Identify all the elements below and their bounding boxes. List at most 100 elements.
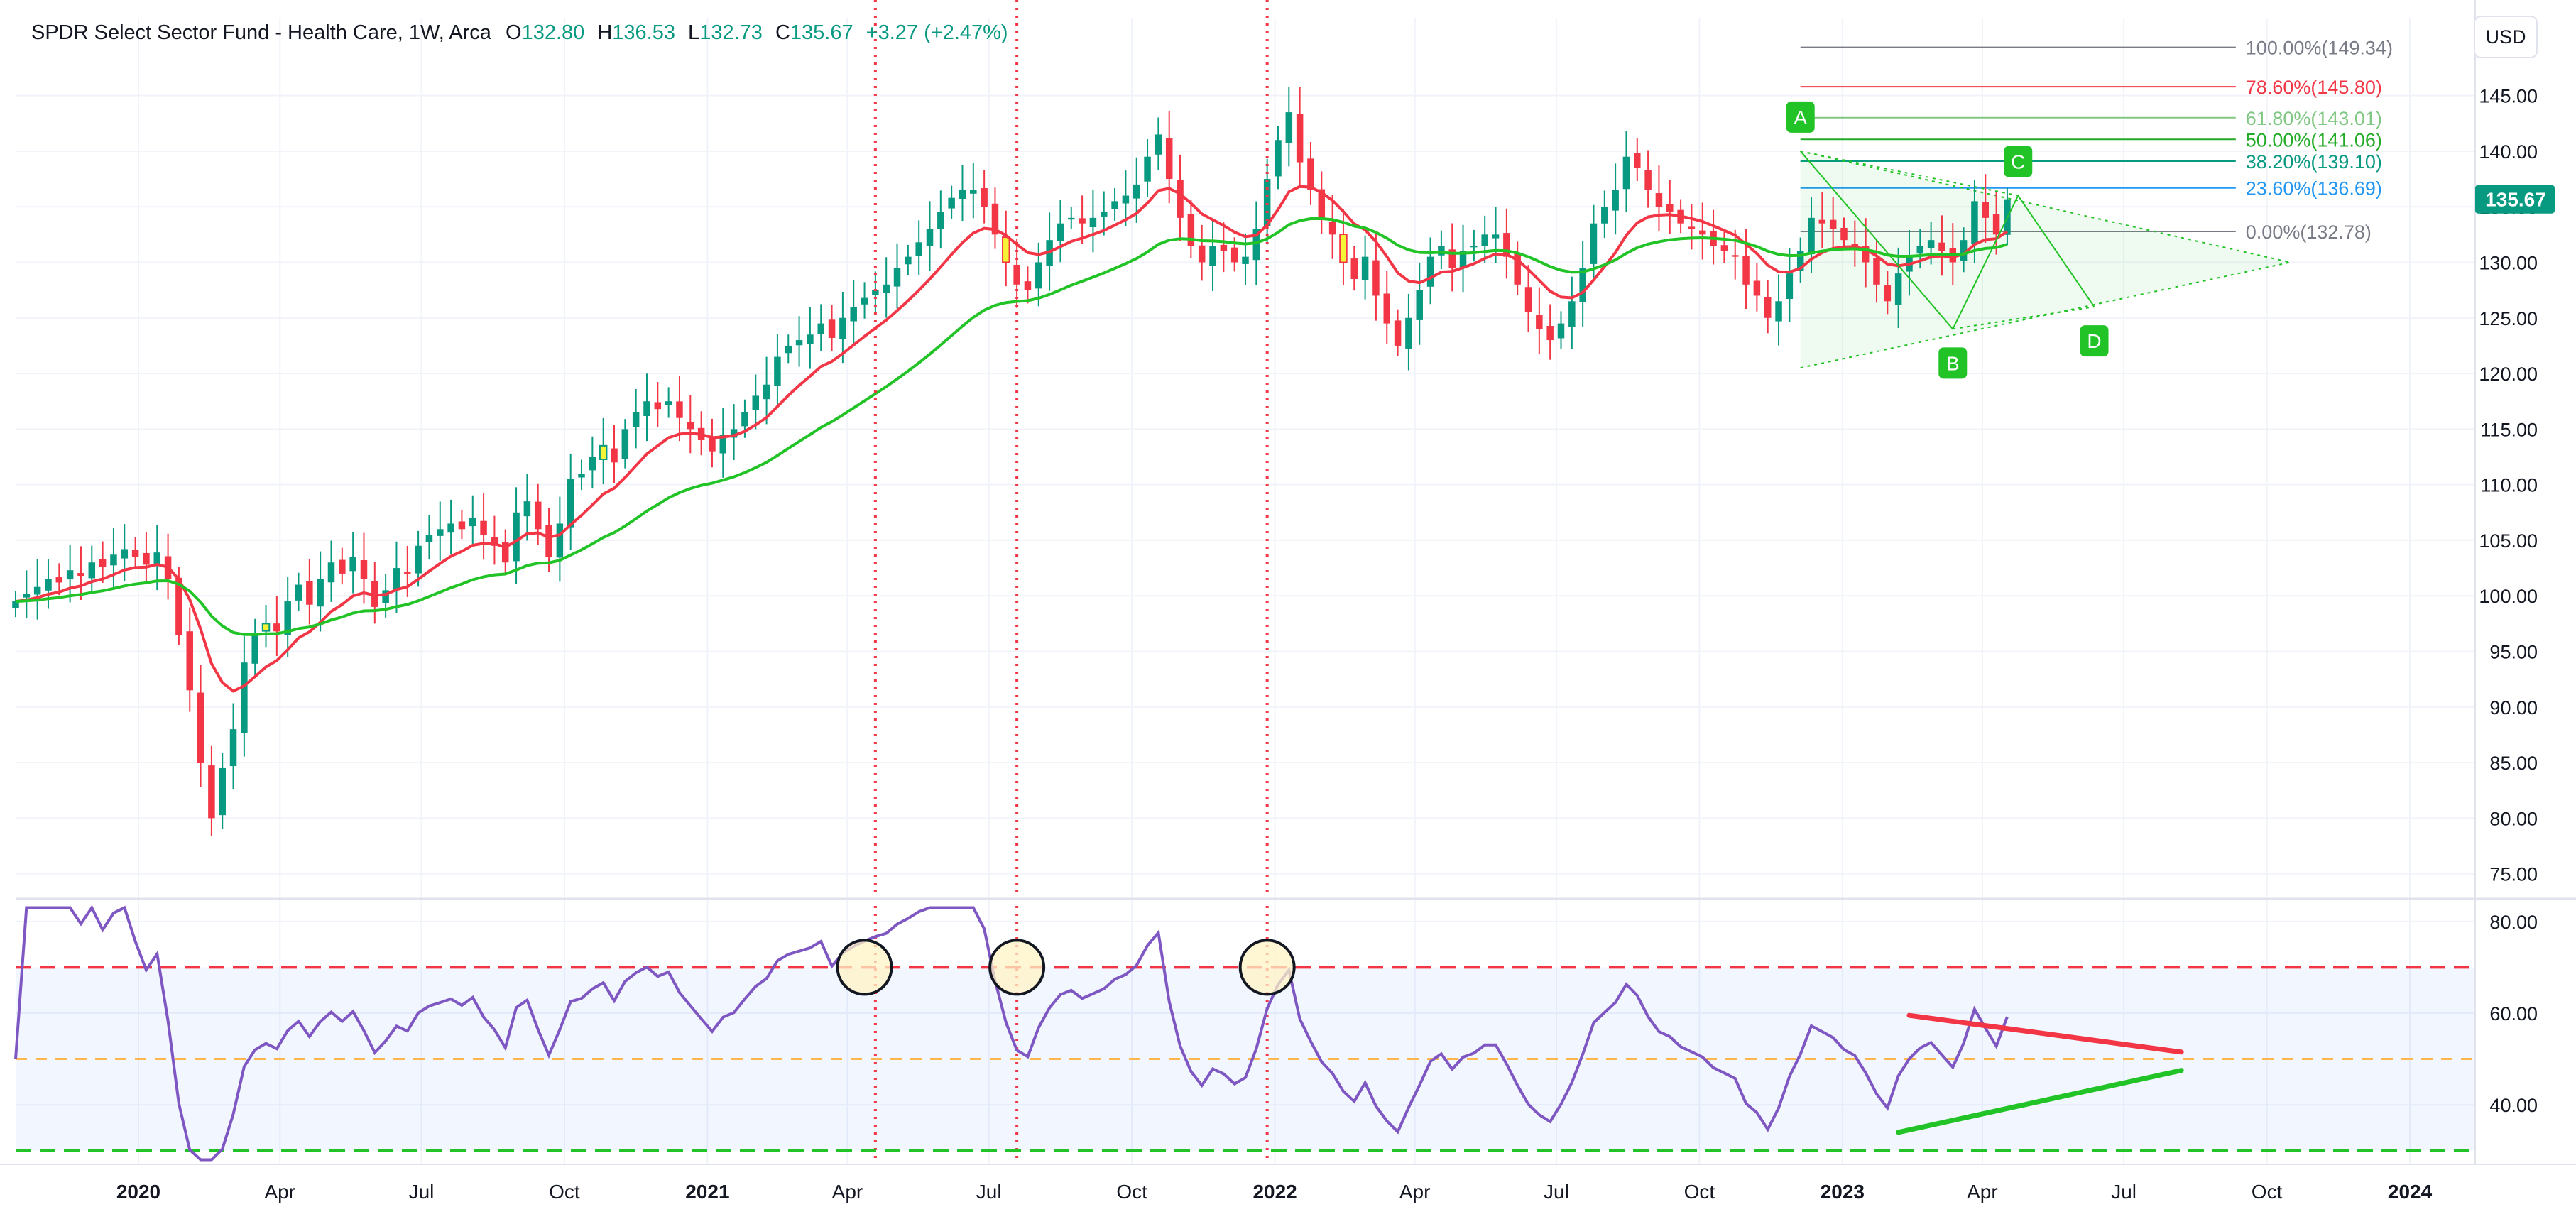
candle-body [817,323,824,334]
abcd-point-badge [2080,325,2109,357]
candle-body [1894,273,1902,305]
fibonacci-retracement[interactable]: 100.00%(149.34) 78.60%(145.80) 61.80%(143.… [1800,38,2393,243]
candle-body [1764,297,1772,318]
price-tick-label: 120.00 [2479,364,2538,385]
candle-body [480,520,487,535]
abcd-point-label: D [2087,330,2101,352]
price-tick-label: 85.00 [2489,753,2538,774]
time-tick-label: 2024 [2388,1181,2433,1203]
candle-body [861,297,868,305]
candle-body [1851,244,1859,246]
candle-body [1840,227,1848,241]
candle-body [66,570,74,580]
candle-body [709,436,716,452]
candle-body [1035,262,1042,289]
candle-body [382,590,389,603]
candle-body [1916,245,1924,254]
price-tick-label: 80.00 [2489,808,2538,829]
currency-button[interactable]: USD [2474,16,2538,58]
candle-body [437,529,444,536]
candle-body [1328,222,1336,235]
candle-body [1536,315,1543,329]
candle-body [1481,234,1488,246]
candle-body [1644,170,1652,190]
price-tick-label: 100.00 [2479,586,2538,607]
candle-body [1263,179,1271,226]
rsi-overbought-circle [988,939,1046,996]
candle-body [1165,138,1173,180]
time-tick-label: Oct [2252,1181,2283,1203]
high-value: 136.53 [612,21,675,44]
candle-body [273,623,280,632]
candle-body [1808,217,1815,255]
candle-body [1177,180,1184,218]
candle-body [45,579,52,591]
candle-body [981,188,988,207]
candle-body [1459,251,1467,268]
instrument-title: SPDR Select Sector Fund - Health Care, 1… [31,21,491,44]
time-tick-label: 2020 [116,1181,160,1203]
candle-body [327,562,335,583]
candle-body [1699,230,1706,235]
candle-body [785,345,792,354]
candle-body [1731,255,1739,257]
abcd-pattern[interactable]: A B C D [1786,101,2109,379]
fib-level-label: 78.60%(145.80) [2246,77,2382,98]
candle-body [948,197,955,209]
candle-body [1394,320,1402,346]
candle-body [469,518,476,527]
candle-body [1818,219,1826,224]
close-value: 135.67 [790,21,853,44]
high-label: H [597,21,613,44]
candle-body [1568,301,1576,327]
price-tick-label: 130.00 [2479,252,2538,273]
abcd-bd-line [1953,306,2095,330]
candle-body [730,429,738,438]
candle-body [589,457,596,471]
rsi-tick-label: 80.00 [2489,912,2538,933]
candle-body [632,412,640,427]
candle-body [513,512,520,562]
abcd-point-badge [1938,347,1968,379]
candle-body [556,523,564,558]
candle-body [1514,253,1521,285]
price-tick-label: 75.00 [2489,864,2538,885]
chart-legend-header: SPDR Select Sector Fund - Health Care, 1… [31,21,1015,45]
candle-body [1612,190,1619,211]
candle-body [991,203,999,235]
time-tick-label: Oct [1684,1181,1715,1203]
candle-body [1230,247,1238,263]
fib-level-label: 50.00%(141.06) [2246,129,2382,151]
rsi-trend-line [1896,1068,2184,1135]
candle-body [1252,229,1260,261]
candle-body [1383,293,1391,324]
candle-body [1448,249,1456,268]
fib-level-label: 38.20%(139.10) [2246,151,2382,173]
last-price-value: 135.67 [2485,189,2546,211]
candle-body [654,402,662,410]
candle-body [251,635,258,664]
last-price-tag [2475,185,2555,214]
candle-body [1829,219,1837,229]
abcd-path [1799,151,2095,331]
candle-body [545,525,552,557]
low-label: L [688,21,700,44]
candle-body [219,767,226,816]
candle-body [295,584,302,601]
candle-body [55,577,63,583]
candle-body [1938,242,1945,251]
fib-level-label: 100.00%(149.34) [2246,38,2393,59]
abcd-point-label: B [1946,352,1960,374]
close-label: C [775,21,790,44]
candle-body [915,242,922,256]
candle-body [926,229,934,246]
candle-body [774,356,781,386]
candle-body [1927,240,1935,248]
candle-body [1742,256,1750,285]
candle-body [404,572,411,574]
candle-body [1557,323,1565,339]
candle-body [88,562,96,579]
ema-30-line [15,217,2008,636]
candle-body [1786,273,1794,300]
